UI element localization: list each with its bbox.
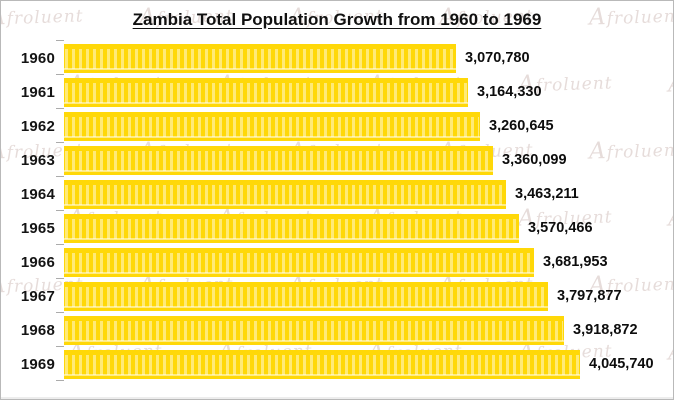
year-label: 1960 <box>20 49 55 67</box>
bar-wrap: 3,360,099 <box>64 143 673 177</box>
population-bar <box>64 349 580 379</box>
value-label: 4,045,740 <box>589 356 654 372</box>
value-label: 3,463,211 <box>515 186 579 202</box>
value-label: 3,070,780 <box>465 50 530 66</box>
population-bar <box>64 179 506 209</box>
population-bar <box>64 77 468 107</box>
year-label: 1961 <box>20 83 55 101</box>
chart-row: 1960 3,070,780 <box>1 40 673 75</box>
population-bar <box>64 281 548 311</box>
year-label: 1962 <box>20 117 55 135</box>
year-label: 1966 <box>20 253 55 271</box>
bar-wrap: 3,070,780 <box>64 41 673 75</box>
chart-title: Zambia Total Population Growth from 1960… <box>132 10 542 29</box>
population-bar <box>64 111 480 141</box>
chart-row: 1966 3,681,953 <box>1 244 673 279</box>
population-bar <box>64 43 456 73</box>
bar-wrap: 3,164,330 <box>64 75 673 109</box>
chart-row: 1961 3,164,330 <box>1 74 673 109</box>
population-bar <box>64 213 519 243</box>
bar-wrap: 3,570,466 <box>64 211 673 245</box>
bar-wrap: 3,463,211 <box>64 177 673 211</box>
bar-wrap: 3,260,645 <box>64 109 673 143</box>
bar-wrap: 4,045,740 <box>64 347 673 381</box>
value-label: 3,360,099 <box>502 152 567 168</box>
bar-wrap: 3,681,953 <box>64 245 673 279</box>
year-label: 1967 <box>20 287 55 305</box>
chart-row: 1964 3,463,211 <box>1 176 673 211</box>
year-label: 1964 <box>20 185 55 203</box>
value-label: 3,164,330 <box>477 84 542 100</box>
population-bar <box>64 247 534 277</box>
chart-row: 1967 3,797,877 <box>1 278 673 313</box>
chart-row: 1962 3,260,645 <box>1 108 673 143</box>
population-bar <box>64 145 493 175</box>
value-label: 3,681,953 <box>543 254 608 270</box>
value-label: 3,797,877 <box>557 288 622 304</box>
bar-wrap: 3,797,877 <box>64 279 673 313</box>
population-bar <box>64 315 564 345</box>
bar-wrap: 3,918,872 <box>64 313 673 347</box>
value-label: 3,260,645 <box>489 118 554 134</box>
value-label: 3,570,466 <box>528 220 593 236</box>
chart-row: 1963 3,360,099 <box>1 142 673 177</box>
year-label: 1963 <box>20 151 55 169</box>
year-label: 1969 <box>20 355 55 373</box>
bar-chart: 1960 3,070,780 1961 3,164,330 1962 3,260,645 1… <box>1 40 673 381</box>
value-label: 3,918,872 <box>573 322 638 338</box>
year-label: 1968 <box>20 321 55 339</box>
chart-row: 1969 4,045,740 <box>1 346 673 381</box>
year-label: 1965 <box>20 219 55 237</box>
chart-row: 1968 3,918,872 <box>1 312 673 347</box>
chart-row: 1965 3,570,466 <box>1 210 673 245</box>
